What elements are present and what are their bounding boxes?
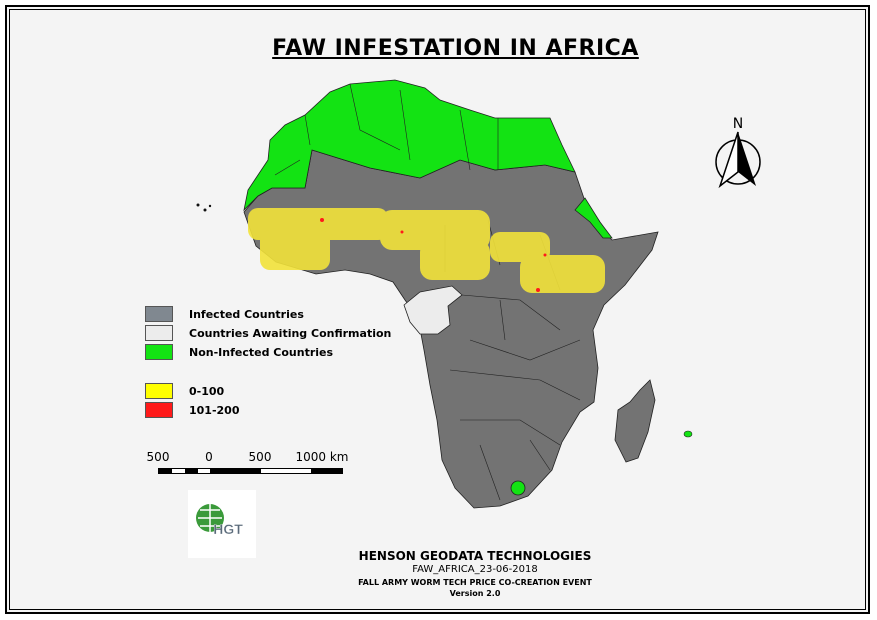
legend-label: 0-100	[189, 384, 225, 398]
legend-item-infected: Infected Countries	[145, 305, 391, 323]
legend-item-non-infected: Non-Infected Countries	[145, 343, 391, 361]
madagascar	[614, 379, 656, 463]
non-infected-mauritius	[683, 430, 693, 438]
legend-swatch-density-high	[145, 402, 173, 418]
legend-swatch-infected	[145, 306, 173, 322]
infestation-density-low	[248, 208, 605, 293]
map-title: FAW INFESTATION IN AFRICA	[272, 36, 639, 61]
north-arrow: N	[712, 114, 764, 190]
map-id: FAW_AFRICA_23-06-2018	[412, 564, 538, 575]
north-arrow-icon: N	[715, 116, 761, 189]
globe-logo-icon: HGT	[196, 504, 243, 537]
event-name: FALL ARMY WORM TECH PRICE CO-CREATION EV…	[358, 578, 592, 587]
north-borders	[274, 83, 499, 176]
awaiting-region	[403, 285, 463, 335]
scale-label: 0	[205, 450, 213, 464]
legend: Infected Countries Countries Awaiting Co…	[145, 305, 391, 420]
legend-item-awaiting: Countries Awaiting Confirmation	[145, 324, 391, 342]
scale-label: 1000 km	[295, 450, 349, 464]
legend-label: Non-Infected Countries	[189, 345, 334, 359]
map-inner-frame	[9, 9, 866, 610]
legend-swatch-non-infected	[145, 344, 173, 360]
legend-item-density-high: 101-200	[145, 401, 391, 419]
scale-track	[158, 468, 343, 474]
non-infected-lesotho	[510, 480, 526, 496]
scale-bar: 500 0 500 1000 km	[146, 450, 358, 490]
infestation-density-high	[320, 218, 547, 292]
legend-swatch-awaiting	[145, 325, 173, 341]
non-infected-horn	[574, 197, 613, 239]
logo-text: HGT	[213, 521, 243, 537]
north-label: N	[733, 116, 743, 132]
company-name: HENSON GEODATA TECHNOLOGIES	[358, 549, 592, 563]
scale-label: 500	[146, 450, 170, 464]
version: Version 2.0	[449, 589, 501, 598]
non-infected-north	[243, 79, 576, 212]
scale-label: 500	[248, 450, 272, 464]
legend-label: Infected Countries	[189, 307, 304, 321]
legend-item-density-low: 0-100	[145, 382, 391, 400]
legend-label: 101-200	[189, 403, 240, 417]
company-logo: HGT	[188, 490, 256, 558]
cape-verde-islands	[196, 203, 212, 212]
legend-swatch-density-low	[145, 383, 173, 399]
legend-label: Countries Awaiting Confirmation	[189, 326, 392, 340]
